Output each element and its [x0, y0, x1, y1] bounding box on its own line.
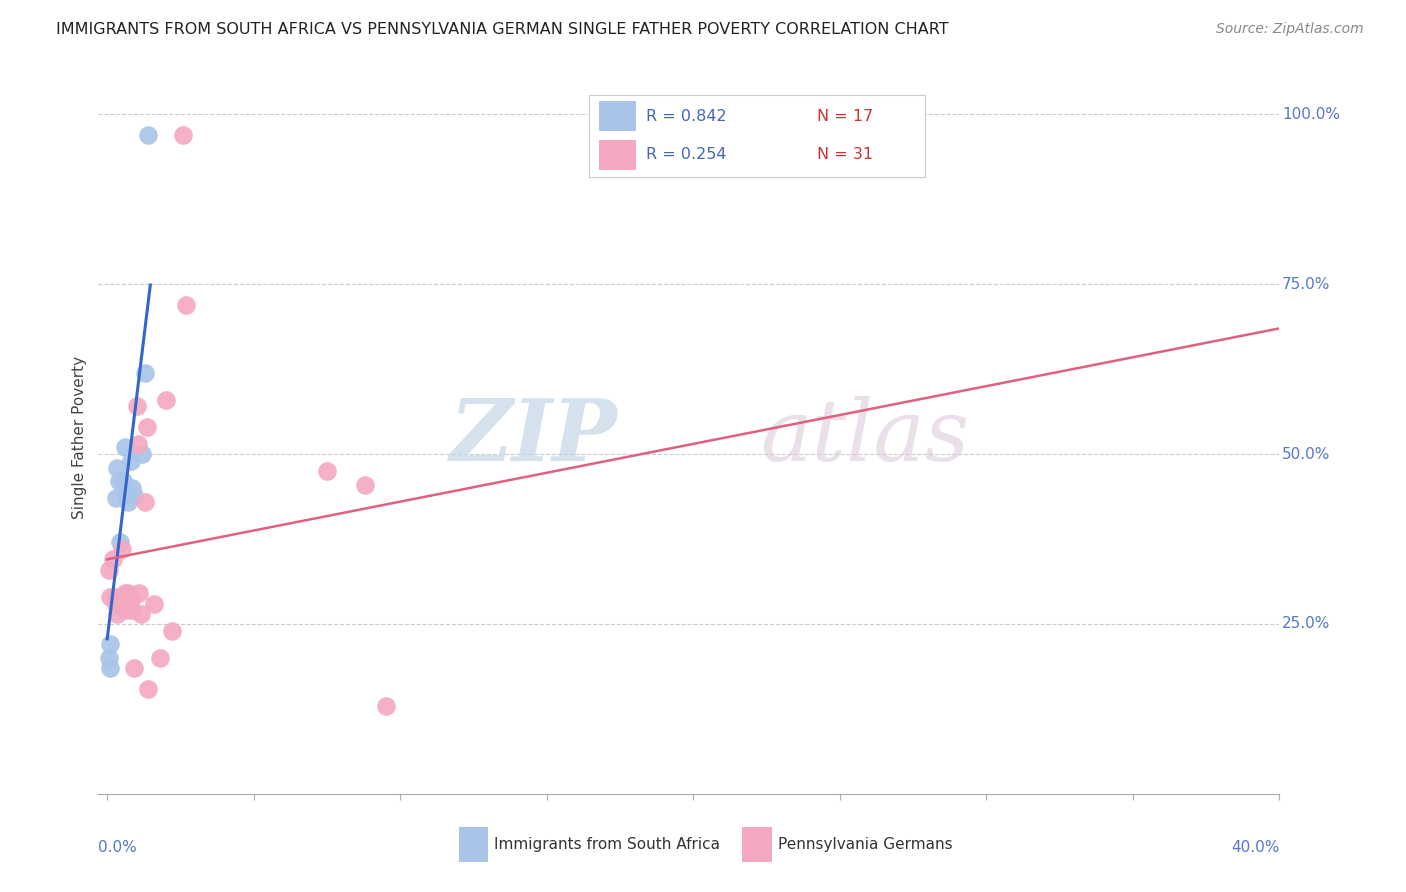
- Point: [134, 366, 156, 380]
- Point: [115, 488, 138, 502]
- Point: [114, 440, 136, 454]
- Point: [101, 552, 124, 566]
- Point: [127, 437, 149, 451]
- Point: [97, 651, 120, 665]
- Point: [121, 603, 143, 617]
- Point: [107, 607, 129, 621]
- Point: [98, 590, 121, 604]
- Point: [134, 494, 156, 508]
- Point: [114, 586, 136, 600]
- Text: Pennsylvania Germans: Pennsylvania Germans: [778, 837, 952, 852]
- Point: [131, 447, 153, 461]
- Point: [155, 392, 177, 407]
- Point: [136, 681, 159, 696]
- Point: [117, 494, 139, 508]
- Point: [172, 128, 194, 142]
- Point: [121, 481, 143, 495]
- Point: [176, 297, 198, 311]
- Point: [107, 460, 129, 475]
- Point: [97, 563, 120, 577]
- Text: 50.0%: 50.0%: [1282, 447, 1330, 461]
- Text: ZIP: ZIP: [450, 395, 619, 479]
- Point: [122, 488, 145, 502]
- Point: [120, 593, 142, 607]
- Text: IMMIGRANTS FROM SOUTH AFRICA VS PENNSYLVANIA GERMAN SINGLE FATHER POVERTY CORREL: IMMIGRANTS FROM SOUTH AFRICA VS PENNSYLV…: [56, 22, 949, 37]
- Point: [316, 464, 339, 478]
- Point: [125, 400, 148, 414]
- Text: 75.0%: 75.0%: [1282, 277, 1330, 292]
- Point: [98, 637, 121, 651]
- Point: [149, 651, 172, 665]
- Point: [105, 597, 128, 611]
- Point: [143, 597, 166, 611]
- Text: Immigrants from South Africa: Immigrants from South Africa: [494, 837, 720, 852]
- Point: [110, 535, 132, 549]
- Point: [354, 477, 377, 491]
- Text: 25.0%: 25.0%: [1282, 616, 1330, 632]
- Point: [117, 586, 139, 600]
- Point: [112, 475, 135, 489]
- Text: 40.0%: 40.0%: [1232, 840, 1279, 855]
- Point: [129, 607, 152, 621]
- Y-axis label: Single Father Poverty: Single Father Poverty: [72, 356, 87, 518]
- Point: [160, 624, 183, 638]
- Point: [128, 586, 150, 600]
- Point: [374, 698, 396, 713]
- Point: [118, 590, 141, 604]
- Point: [108, 475, 131, 489]
- Point: [122, 661, 145, 675]
- Text: atlas: atlas: [759, 396, 969, 478]
- Point: [120, 454, 142, 468]
- Point: [135, 420, 157, 434]
- Text: 0.0%: 0.0%: [98, 840, 138, 855]
- Point: [111, 542, 134, 557]
- Point: [103, 590, 125, 604]
- Point: [98, 661, 121, 675]
- Text: 100.0%: 100.0%: [1282, 107, 1340, 122]
- Point: [136, 128, 159, 142]
- Text: Source: ZipAtlas.com: Source: ZipAtlas.com: [1216, 22, 1364, 37]
- Point: [105, 491, 128, 506]
- Point: [115, 603, 138, 617]
- Point: [112, 590, 135, 604]
